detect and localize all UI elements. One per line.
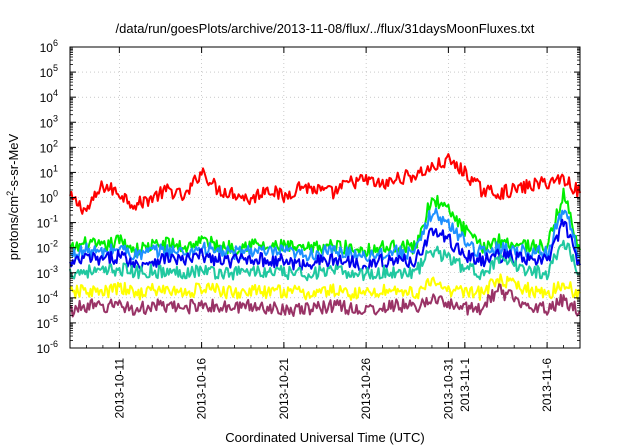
y-tick-label: 10-6 — [37, 339, 58, 356]
y-tick-exp: 1 — [53, 163, 58, 173]
y-tick-label: 102 — [40, 138, 58, 155]
y-tick-base: 10 — [37, 267, 51, 281]
y-tick-base: 10 — [37, 242, 51, 256]
x-tick-label: 2013-10-21 — [277, 358, 291, 420]
y-tick-label: 105 — [40, 63, 58, 80]
x-tick-label: 2013-10-26 — [359, 358, 373, 420]
y-tick-exp: -2 — [50, 239, 58, 249]
series-line-0 — [69, 153, 581, 215]
x-axis-label: Coordinated Universal Time (UTC) — [225, 430, 424, 445]
y-tick-exp: 5 — [53, 63, 58, 73]
y-tick-base: 10 — [40, 41, 54, 55]
y-axis-label-base: protons/cm — [6, 196, 21, 260]
y-tick-exp: 2 — [53, 138, 58, 148]
y-tick-exp: -6 — [50, 339, 58, 349]
y-tick-base: 10 — [40, 192, 54, 206]
y-tick-exp: 4 — [53, 88, 58, 98]
y-tick-label: 10-2 — [37, 239, 58, 256]
y-tick-base: 10 — [40, 91, 54, 105]
y-tick-label: 10-3 — [37, 264, 58, 281]
x-ticks: 2013-10-11 2013-10-16 2013-10-21 2013-10-26… — [86, 47, 564, 420]
y-tick-label: 101 — [40, 163, 58, 180]
y-tick-label: 103 — [40, 113, 58, 130]
y-tick-label: 104 — [40, 88, 58, 105]
x-tick-label: 2013-10-11 — [112, 358, 126, 419]
y-tick-base: 10 — [37, 292, 51, 306]
y-tick-label: 100 — [40, 189, 58, 206]
y-tick-label: 10-1 — [37, 214, 58, 231]
y-axis-label: protons/cm2-s-sr-MeV — [5, 133, 21, 260]
series-line-6 — [69, 283, 581, 318]
series-line-4 — [69, 239, 581, 282]
y-tick-exp: -3 — [50, 264, 58, 274]
y-tick-exp: -5 — [50, 314, 58, 324]
y-tick-base: 10 — [40, 141, 54, 155]
y-tick-exp: 6 — [53, 38, 58, 48]
y-tick-base: 10 — [40, 66, 54, 80]
y-tick-exp: -4 — [50, 289, 58, 299]
x-tick-label: 2013-11-6 — [540, 358, 554, 412]
y-axis-label-sup: 2 — [5, 191, 15, 196]
x-tick-label: 2013-10-16 — [195, 358, 209, 420]
y-tick-base: 10 — [40, 166, 54, 180]
series-line-5 — [69, 273, 581, 301]
x-tick-label: 2013-11-1 — [458, 358, 472, 412]
series-layer — [69, 153, 581, 318]
y-tick-base: 10 — [40, 116, 54, 130]
y-tick-label: 106 — [40, 38, 58, 55]
y-tick-base: 10 — [37, 317, 51, 331]
series-line-3 — [69, 218, 581, 273]
y-tick-label: 10-5 — [37, 314, 58, 331]
chart-title: /data/run/goesPlots/archive/2013-11-08/f… — [116, 21, 535, 36]
y-tick-exp: -1 — [50, 214, 58, 224]
y-tick-exp: 3 — [53, 113, 58, 123]
y-tick-base: 10 — [37, 342, 51, 356]
x-tick-label: 2013-10-31 — [441, 358, 455, 420]
y-axis-label-rest: -s-sr-MeV — [6, 133, 21, 190]
y-tick-label: 10-4 — [37, 289, 58, 306]
y-tick-exp: 0 — [53, 189, 58, 199]
y-tick-base: 10 — [37, 217, 51, 231]
y-ticks: 10-610-510-410-310-210-11001011021031041… — [37, 38, 580, 356]
